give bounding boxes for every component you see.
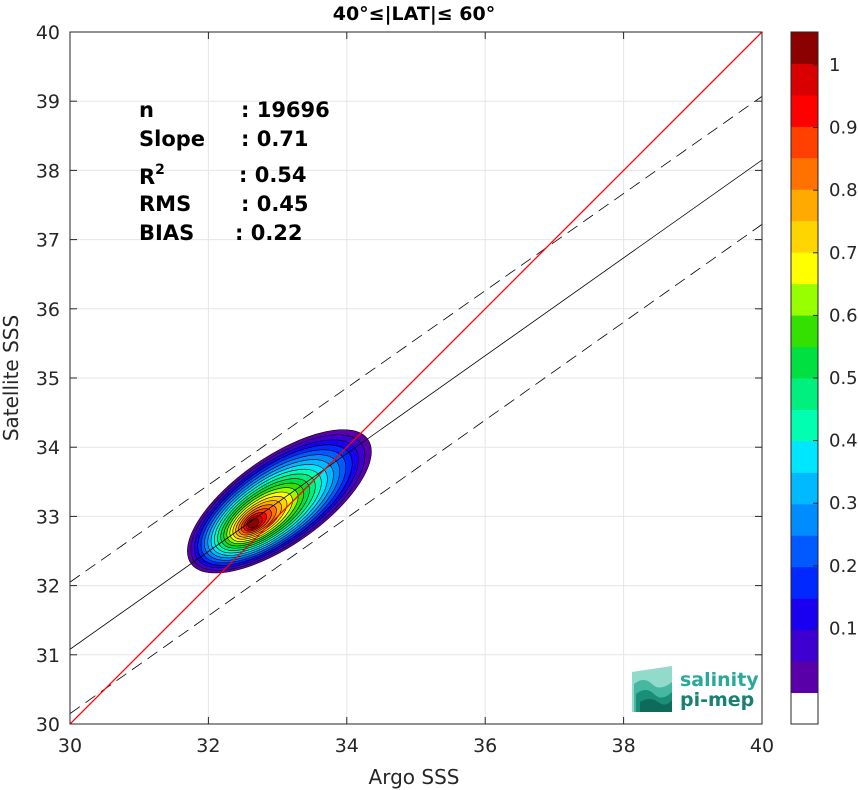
colorbar-swatch bbox=[791, 692, 818, 725]
colorbar-swatch bbox=[791, 472, 818, 505]
colorbar-swatch bbox=[791, 629, 818, 662]
colorbar-tick-label: 0.7 bbox=[829, 243, 858, 264]
stat-n-label: n bbox=[139, 98, 154, 122]
x-tick-label: 30 bbox=[58, 735, 82, 757]
stat-r2-value: : 0.54 bbox=[239, 163, 307, 187]
density-contour-level bbox=[247, 518, 260, 529]
colorbar-swatch bbox=[791, 661, 818, 694]
axis-ticks: 30 32 34 36 38 40 30 31 32 33 34 35 36 37 38 39 40 bbox=[36, 22, 774, 757]
colorbar-swatch bbox=[791, 283, 818, 316]
grid bbox=[70, 32, 762, 724]
stat-rms-value: : 0.45 bbox=[241, 192, 309, 216]
colorbar-swatch bbox=[791, 220, 818, 253]
x-tick-label: 32 bbox=[196, 735, 220, 757]
stat-bias-value: : 0.22 bbox=[235, 221, 303, 245]
colorbar-frame bbox=[790, 31, 819, 725]
colorbar-swatch bbox=[791, 63, 818, 96]
stat-slope-value: : 0.71 bbox=[241, 127, 309, 151]
y-tick-label: 37 bbox=[36, 230, 60, 252]
colorbar-swatch bbox=[791, 126, 818, 159]
x-tick-label: 38 bbox=[612, 735, 636, 757]
logo-line1: salinity bbox=[680, 669, 759, 691]
density-contours bbox=[187, 429, 372, 574]
colorbar-swatch bbox=[791, 409, 818, 442]
colorbar-swatch bbox=[791, 503, 818, 536]
x-tick-label: 40 bbox=[750, 735, 774, 757]
stat-r2-superscript: 2 bbox=[155, 162, 165, 178]
colorbar-swatch bbox=[791, 378, 818, 410]
colorbar-swatch bbox=[791, 598, 818, 631]
y-tick-label: 35 bbox=[36, 368, 60, 390]
waves-icon bbox=[632, 666, 672, 712]
logo-line2: pi-mep bbox=[680, 689, 754, 711]
colorbar-swatch bbox=[791, 566, 818, 599]
chart-title: 40°≤|LAT|≤ 60° bbox=[333, 3, 496, 25]
colorbar-swatch bbox=[791, 157, 818, 190]
colorbar-tick-label: 1 bbox=[829, 55, 840, 76]
y-tick-label: 39 bbox=[36, 91, 60, 113]
colorbar-tick-label: 0.2 bbox=[829, 556, 858, 577]
stat-n-value: : 19696 bbox=[241, 98, 330, 122]
x-tick-label: 34 bbox=[335, 735, 359, 757]
colorbar-tick-label: 0.1 bbox=[829, 618, 858, 639]
salinity-pi-mep-logo: salinity pi-mep bbox=[632, 666, 759, 712]
one-to-one-line bbox=[70, 32, 762, 724]
colorbar-swatch bbox=[791, 535, 818, 568]
y-tick-label: 30 bbox=[36, 714, 60, 736]
y-tick-label: 32 bbox=[36, 576, 60, 598]
colorbar-swatch bbox=[791, 32, 818, 64]
stat-r2-label: R2 bbox=[139, 162, 165, 189]
colorbar-swatch bbox=[791, 94, 818, 127]
y-tick-label: 33 bbox=[36, 506, 60, 528]
stat-rms-label: RMS bbox=[139, 192, 191, 216]
colorbar: 0.1 0.2 0.3 0.4 0.5 0.6 0.7 0.8 0.9 1 bbox=[791, 32, 858, 725]
y-tick-label: 36 bbox=[36, 299, 60, 321]
colorbar-tick-label: 0.8 bbox=[829, 180, 858, 201]
stat-bias-label: BIAS bbox=[139, 221, 194, 245]
colorbar-swatch bbox=[791, 315, 818, 348]
colorbar-swatch bbox=[791, 252, 818, 285]
x-tick-label: 36 bbox=[473, 735, 497, 757]
reference-lines bbox=[70, 32, 762, 724]
stats-box: n : 19696 Slope : 0.71 R2 : 0.54 RMS : 0… bbox=[139, 98, 330, 245]
upper-bound-line bbox=[70, 96, 762, 583]
y-axis-label: Satellite SSS bbox=[0, 315, 23, 441]
lower-bound-line bbox=[70, 224, 762, 714]
colorbar-tick-label: 0.3 bbox=[829, 493, 858, 514]
y-tick-label: 31 bbox=[36, 645, 60, 667]
colorbar-tick-label: 0.5 bbox=[829, 368, 858, 389]
y-tick-label: 34 bbox=[36, 437, 60, 459]
regression-line bbox=[70, 159, 762, 650]
colorbar-swatch bbox=[791, 440, 818, 473]
y-tick-label: 40 bbox=[36, 22, 60, 44]
colorbar-swatch bbox=[791, 346, 818, 379]
x-axis-label: Argo SSS bbox=[369, 765, 460, 789]
colorbar-tick-label: 0.9 bbox=[829, 118, 858, 139]
y-tick-label: 38 bbox=[36, 160, 60, 182]
stat-r2-base: R bbox=[139, 165, 155, 189]
stat-slope-label: Slope bbox=[139, 127, 205, 151]
colorbar-tick-label: 0.4 bbox=[829, 431, 858, 452]
colorbar-tick-label: 0.6 bbox=[829, 305, 858, 326]
colorbar-swatch bbox=[791, 189, 818, 222]
